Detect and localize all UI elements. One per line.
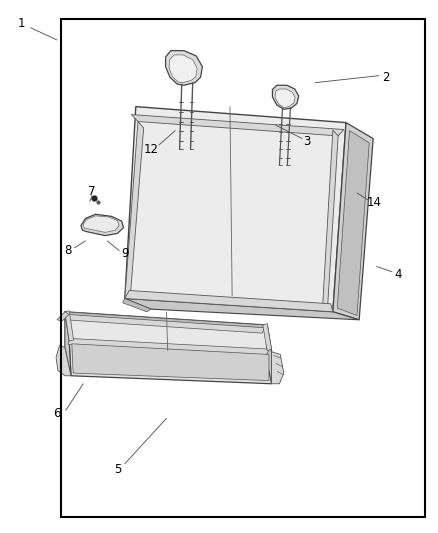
Polygon shape <box>125 107 346 312</box>
Text: 3: 3 <box>303 135 310 148</box>
Text: 8: 8 <box>64 244 71 257</box>
Polygon shape <box>275 89 295 108</box>
Polygon shape <box>272 85 299 109</box>
Polygon shape <box>65 312 71 376</box>
Polygon shape <box>263 324 272 351</box>
Polygon shape <box>65 312 267 330</box>
Polygon shape <box>166 51 202 85</box>
Polygon shape <box>125 298 359 320</box>
Polygon shape <box>123 298 151 312</box>
Bar <box>61 19 425 517</box>
Text: 12: 12 <box>144 143 159 156</box>
Text: 14: 14 <box>367 196 382 209</box>
Polygon shape <box>56 345 71 376</box>
Polygon shape <box>337 131 369 316</box>
Polygon shape <box>72 344 269 381</box>
Polygon shape <box>333 123 373 320</box>
Polygon shape <box>169 55 197 83</box>
Text: 6: 6 <box>53 407 61 419</box>
Polygon shape <box>323 130 338 306</box>
Polygon shape <box>131 115 344 136</box>
Polygon shape <box>65 311 74 341</box>
Polygon shape <box>69 341 272 384</box>
Polygon shape <box>125 290 333 312</box>
Text: 4: 4 <box>395 268 403 281</box>
Polygon shape <box>68 338 269 355</box>
Text: 1: 1 <box>18 18 26 30</box>
Polygon shape <box>66 314 265 333</box>
Polygon shape <box>272 352 284 384</box>
Polygon shape <box>83 216 119 232</box>
Text: 9: 9 <box>121 247 129 260</box>
Text: 2: 2 <box>381 71 389 84</box>
Polygon shape <box>65 312 272 352</box>
Text: 5: 5 <box>115 463 122 475</box>
Text: 7: 7 <box>88 185 96 198</box>
Polygon shape <box>81 214 124 236</box>
Polygon shape <box>125 122 144 298</box>
Polygon shape <box>57 312 69 321</box>
Polygon shape <box>266 325 272 384</box>
